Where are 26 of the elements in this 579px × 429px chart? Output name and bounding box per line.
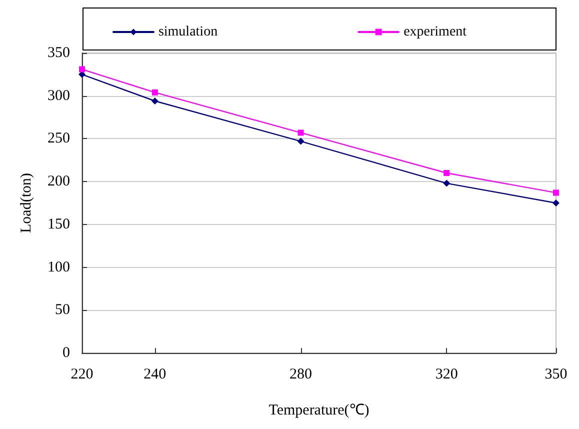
y-tick-label: 250	[48, 130, 70, 147]
y-tick-label: 300	[48, 88, 70, 104]
point	[553, 190, 559, 196]
legend-label: experiment	[404, 24, 467, 40]
x-tick-label: 350	[544, 366, 568, 382]
point	[79, 66, 85, 72]
legend-label: simulation	[158, 24, 218, 40]
point	[444, 170, 450, 176]
x-tick-label: 320	[435, 366, 458, 382]
point	[298, 130, 304, 136]
y-tick-label: 350	[48, 45, 70, 61]
point	[552, 200, 560, 206]
point	[151, 98, 158, 104]
point	[443, 180, 450, 187]
y-tick-label: 100	[48, 259, 70, 276]
y-tick-label: 200	[48, 174, 70, 190]
x-tick-label: 220	[70, 366, 94, 382]
point	[152, 89, 158, 96]
x-tick-label: 240	[144, 366, 166, 382]
x-tick-label: 280	[290, 366, 312, 382]
point	[297, 138, 304, 145]
y-tick-label: 50	[55, 302, 70, 318]
y-axis-title: Load(ton)	[18, 173, 34, 233]
x-axis-title: Temperature(℃)	[268, 402, 370, 418]
y-tick-label: 0	[62, 345, 70, 361]
y-tick-label: 150	[48, 216, 70, 232]
